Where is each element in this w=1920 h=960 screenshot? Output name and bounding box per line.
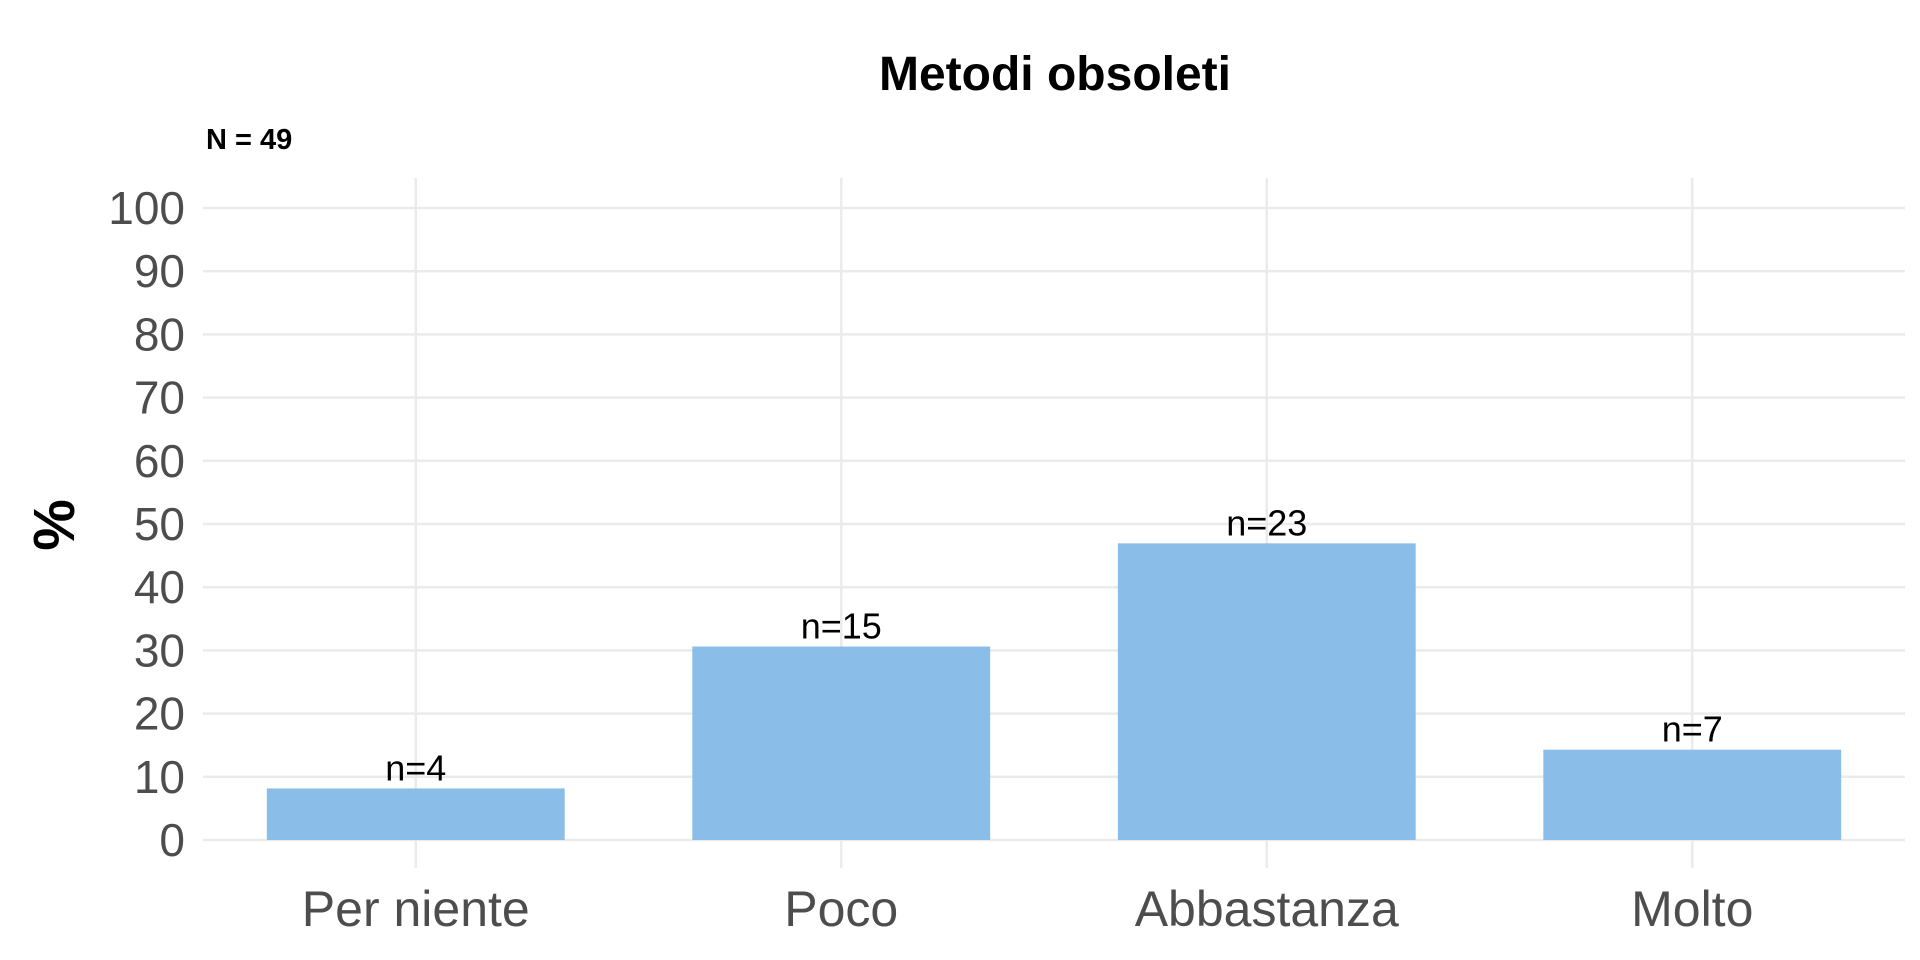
y-tick-label: 30: [134, 624, 185, 676]
y-tick-label: 80: [134, 308, 185, 360]
data-labels: n=4 n=15 n=23 n=7: [385, 502, 1723, 788]
bar-data-label: n=4: [385, 747, 446, 788]
bar-data-label: n=15: [801, 606, 882, 647]
y-axis-ticks: 0 10 20 30 40 50 60 70 80 90 100: [108, 182, 185, 866]
x-tick-label: Per niente: [302, 881, 530, 937]
y-tick-label: 60: [134, 435, 185, 487]
x-axis-ticks: Per niente Poco Abbastanza Molto: [302, 881, 1754, 937]
y-tick-label: 100: [108, 182, 185, 234]
bar: [692, 646, 991, 840]
y-tick-label: 70: [134, 372, 185, 424]
x-tick-label: Molto: [1631, 881, 1753, 937]
y-tick-label: 0: [159, 814, 185, 866]
y-tick-label: 10: [134, 751, 185, 803]
bar: [266, 788, 565, 840]
grid-lines: [203, 178, 1905, 868]
y-tick-label: 20: [134, 688, 185, 740]
bar-data-label: n=23: [1226, 502, 1307, 543]
chart-title: Metodi obsoleti: [879, 48, 1231, 101]
x-tick-label: Poco: [784, 881, 898, 937]
y-tick-label: 50: [134, 498, 185, 550]
bar-data-label: n=7: [1662, 709, 1723, 750]
chart-subtitle: N = 49: [206, 124, 292, 156]
bars: [266, 543, 1842, 840]
bar: [1117, 543, 1416, 840]
y-axis-label: %: [22, 499, 87, 551]
bar: [1543, 749, 1842, 840]
x-tick-label: Abbastanza: [1135, 881, 1399, 937]
y-tick-label: 40: [134, 561, 185, 613]
y-tick-label: 90: [134, 245, 185, 297]
